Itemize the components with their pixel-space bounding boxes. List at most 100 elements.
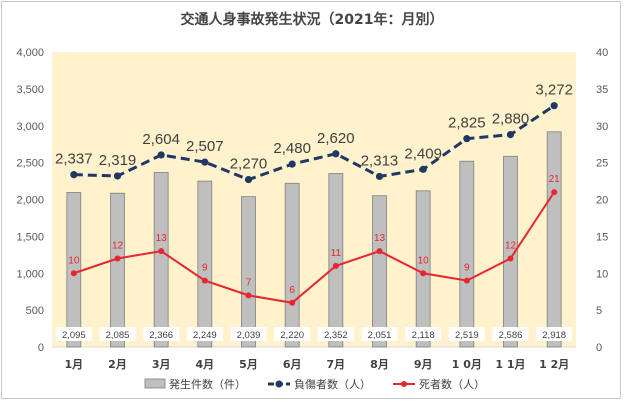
data-point-deaths [245, 292, 252, 299]
y-right-tick-label: 5 [596, 305, 602, 317]
data-point-deaths [463, 277, 470, 284]
x-tick-label: 4月 [196, 358, 215, 371]
data-label-injuries: 3,272 [535, 82, 573, 99]
y-left-tick-label: 500 [26, 305, 44, 317]
data-label-injuries: 2,270 [230, 156, 268, 173]
data-point-deaths [507, 255, 514, 262]
y-left-tick-label: 1,500 [16, 231, 44, 243]
legend-label-deaths: 死者数（人） [419, 378, 485, 391]
data-point-deaths [420, 270, 427, 277]
bar-value-label-bg [405, 327, 442, 341]
data-point-deaths [551, 189, 558, 196]
data-point-injuries [332, 150, 340, 158]
legend: 発生件数（件） 負傷者数（人） 死者数（人） [144, 377, 485, 391]
data-label-injuries: 2,825 [448, 115, 486, 132]
bar-value-label: 2,249 [193, 330, 217, 341]
bar-value-label-bg [448, 327, 485, 341]
data-label-injuries: 2,313 [361, 152, 399, 169]
bar-value-label-bg [492, 327, 529, 341]
bar-value-label: 2,085 [106, 330, 130, 341]
bar [66, 192, 82, 348]
data-point-injuries [375, 172, 384, 181]
data-label-deaths: 13 [156, 233, 168, 244]
y-right-tick-label: 15 [596, 231, 608, 243]
data-label-deaths: 10 [418, 255, 430, 266]
bar [415, 190, 431, 348]
y-left-tick-label: 0 [38, 342, 44, 354]
x-tick-label: 5月 [239, 358, 258, 371]
y-left-tick-label: 3,000 [16, 121, 44, 133]
data-label-deaths: 9 [202, 263, 208, 274]
y-right-tick-label: 30 [596, 121, 608, 133]
data-label-deaths: 11 [331, 248, 342, 259]
y-left-tick-label: 2,500 [16, 158, 44, 170]
data-label-deaths: 6 [289, 285, 295, 296]
data-label-injuries: 2,620 [317, 130, 355, 147]
data-point-deaths [201, 277, 208, 284]
data-label-deaths: 12 [112, 241, 124, 252]
bar-value-label-bg [317, 327, 354, 341]
x-tick-label: 8月 [370, 358, 389, 371]
bar-value-label: 2,366 [149, 330, 173, 341]
x-tick-label: 3月 [152, 358, 171, 371]
bar [153, 172, 169, 348]
data-label-injuries: 2,507 [186, 138, 224, 155]
plot-area: 0 500 1,000 1,500 2,000 2,500 3,000 3,500 4,000 0… [16, 47, 608, 371]
bar-value-label-bg [99, 327, 136, 341]
data-label-injuries: 2,480 [273, 140, 311, 157]
y-right-tick-label: 20 [596, 195, 608, 207]
data-label-deaths: 21 [549, 174, 561, 185]
data-point-injuries [70, 171, 78, 179]
data-label-injuries: 2,880 [492, 111, 530, 128]
data-point-injuries [550, 102, 558, 110]
series-line-injuries [73, 104, 555, 182]
data-label-injuries: 2,337 [55, 151, 93, 168]
bar-value-label-bg [361, 327, 398, 341]
bar-value-label-bg [274, 327, 311, 341]
chart-title: 交通人身事故発生状況（2021年：月別） [181, 11, 444, 28]
y-right-tick-label: 0 [596, 342, 602, 354]
data-point-injuries [463, 135, 471, 143]
legend-swatch-count [144, 378, 166, 389]
bar-value-label-bg [536, 327, 573, 341]
bar-value-label: 2,220 [280, 330, 304, 341]
data-point-injuries [113, 172, 122, 180]
legend-marker-deaths [401, 381, 407, 387]
data-point-injuries [244, 175, 253, 184]
bar-value-label: 2,918 [542, 330, 566, 341]
data-point-deaths [114, 255, 121, 262]
data-label-deaths: 10 [68, 255, 80, 266]
bar-value-label-bg [143, 327, 180, 341]
x-tick-label: 7月 [327, 358, 346, 371]
data-point-injuries [201, 158, 209, 166]
x-tick-label: 1 1月 [495, 358, 525, 371]
y-right-tick-label: 35 [596, 84, 608, 96]
data-label-injuries: 2,409 [404, 145, 442, 162]
y-right-tick-label: 10 [596, 268, 608, 280]
bar [546, 131, 562, 348]
bar [197, 180, 213, 348]
bar-value-label: 2,519 [455, 330, 479, 341]
legend-marker-injuries [275, 380, 283, 388]
y-right-tick-label: 40 [596, 47, 608, 59]
y-left-tick-label: 4,000 [16, 47, 44, 59]
x-tick-label: 1 2月 [539, 358, 569, 371]
bar-value-label: 2,051 [368, 330, 392, 341]
data-label-injuries: 2,604 [142, 131, 180, 148]
x-tick-label: 1月 [65, 358, 84, 371]
data-label-deaths: 7 [246, 277, 252, 288]
bar [372, 195, 387, 348]
data-point-injuries [157, 151, 165, 159]
legend-label-injuries: 負傷者数（人） [294, 377, 371, 391]
y-right-tick-label: 25 [596, 158, 608, 170]
bar-value-label: 2,586 [499, 330, 523, 341]
bar-value-label-bg [230, 327, 267, 341]
series-line-deaths [73, 191, 556, 304]
bar-value-label: 2,118 [412, 330, 435, 341]
data-point-injuries [288, 160, 296, 168]
plot-background [52, 52, 576, 347]
data-label-deaths: 9 [464, 263, 470, 274]
data-label-deaths: 12 [505, 241, 517, 252]
y-left-tick-label: 2,000 [16, 195, 44, 207]
bar [328, 173, 344, 348]
